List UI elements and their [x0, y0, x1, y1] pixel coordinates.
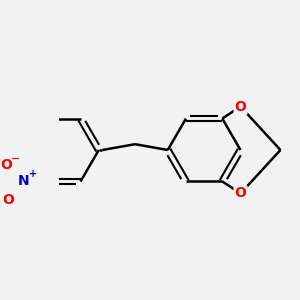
Text: −: − — [11, 154, 21, 164]
Text: O: O — [0, 158, 12, 172]
Text: +: + — [28, 169, 37, 179]
Text: O: O — [235, 186, 247, 200]
Text: O: O — [2, 193, 14, 207]
Text: N: N — [18, 175, 30, 188]
Text: O: O — [235, 100, 247, 114]
